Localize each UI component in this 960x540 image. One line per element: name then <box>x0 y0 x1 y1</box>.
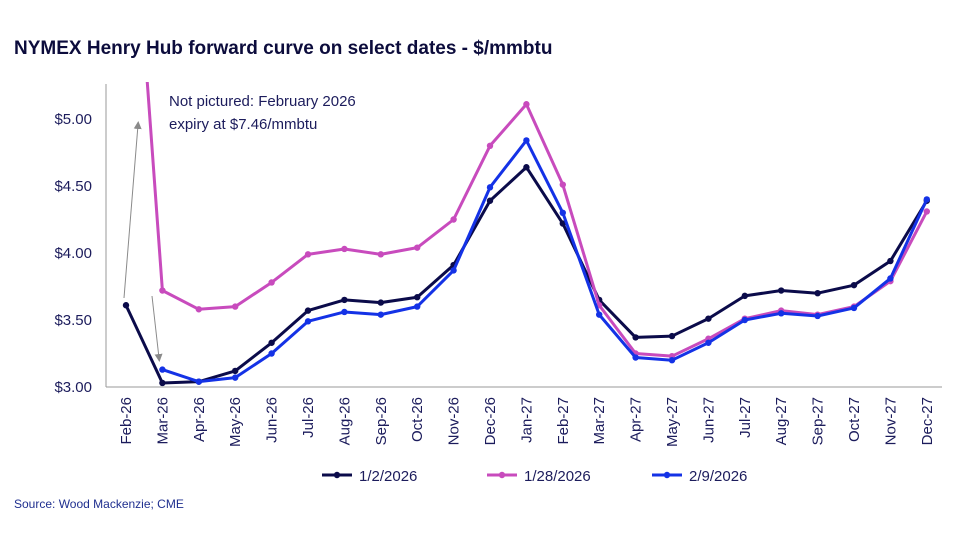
data-point <box>122 302 130 309</box>
y-tick-label: $4.50 <box>54 178 92 195</box>
data-point <box>195 306 202 313</box>
data-point <box>195 378 202 385</box>
x-tick-label: Dec-27 <box>919 397 936 445</box>
data-point <box>486 197 494 204</box>
data-point <box>450 216 457 223</box>
data-point <box>486 184 494 191</box>
data-point <box>159 379 166 387</box>
x-tick-label: Sep-27 <box>810 397 827 445</box>
data-point <box>414 294 421 301</box>
annotation-line-2: expiry at $7.46/mmbtu <box>169 116 317 133</box>
data-point <box>887 275 894 282</box>
series-line-2 <box>161 138 929 384</box>
data-point <box>304 307 312 314</box>
data-point <box>814 312 821 320</box>
annotation-line-1: Not pictured: February 2026 <box>169 93 356 110</box>
data-point <box>232 374 239 381</box>
series-line-1 <box>145 82 929 358</box>
data-point <box>559 220 566 227</box>
x-tick-label: Aug-27 <box>773 397 790 445</box>
data-point <box>341 308 348 316</box>
x-tick-label: Oct-27 <box>846 397 863 442</box>
data-point <box>632 334 639 341</box>
data-point <box>850 281 858 289</box>
x-tick-label: Mar-27 <box>591 397 608 445</box>
legend-swatch-marker <box>333 471 341 479</box>
data-point <box>668 357 676 364</box>
data-point <box>632 354 639 361</box>
x-tick-label: Dec-26 <box>482 397 499 445</box>
x-tick-label: Apr-26 <box>191 397 208 442</box>
x-tick-label: May-27 <box>664 397 681 447</box>
data-point <box>450 267 457 274</box>
x-tick-label: Nov-26 <box>446 397 463 445</box>
data-point <box>159 366 166 373</box>
x-tick-label: Feb-27 <box>555 397 572 445</box>
data-point <box>414 303 421 310</box>
x-tick-label: Jul-26 <box>300 397 317 438</box>
legend-label: 1/2/2026 <box>359 468 417 485</box>
x-tick-label: May-26 <box>227 397 244 447</box>
data-point <box>341 296 348 304</box>
data-point <box>814 290 821 297</box>
data-point <box>414 244 421 251</box>
data-point <box>778 310 785 317</box>
x-tick-label: Nov-27 <box>882 397 899 445</box>
legend-swatch-marker <box>498 471 506 479</box>
data-point <box>705 339 712 346</box>
data-point <box>850 304 858 312</box>
data-point <box>304 318 312 325</box>
data-point <box>923 196 930 203</box>
data-point <box>268 279 275 286</box>
data-point <box>923 208 930 215</box>
data-point <box>596 311 603 318</box>
y-tick-label: $3.00 <box>54 379 92 396</box>
x-tick-label: Jun-26 <box>264 397 281 443</box>
x-tick-label: Apr-27 <box>628 397 645 442</box>
y-tick-label: $4.00 <box>54 245 92 262</box>
data-point <box>159 287 166 294</box>
x-tick-label: Jun-27 <box>700 397 717 443</box>
legend-label: 2/9/2026 <box>689 468 747 485</box>
x-tick-label: Jul-27 <box>737 397 754 438</box>
x-tick-label: Sep-26 <box>373 397 390 445</box>
data-point <box>523 164 530 171</box>
legend-label: 1/28/2026 <box>524 468 591 485</box>
chart-title: NYMEX Henry Hub forward curve on select … <box>14 38 553 59</box>
data-point <box>486 142 494 149</box>
data-point <box>268 350 275 357</box>
data-point <box>232 303 239 310</box>
x-tick-label: Mar-26 <box>154 397 171 445</box>
data-point <box>741 292 748 300</box>
legend-swatch-marker <box>663 471 671 479</box>
data-point <box>523 101 530 108</box>
annotation-arrow-down <box>151 295 163 362</box>
data-point <box>559 181 566 188</box>
source-note: Source: Wood Mackenzie; CME <box>14 497 184 511</box>
data-point <box>341 245 348 253</box>
data-point <box>377 299 384 306</box>
data-point <box>559 209 566 216</box>
annotation-arrow-up <box>123 121 142 299</box>
data-point <box>232 367 239 375</box>
x-tick-label: Oct-26 <box>409 397 426 442</box>
x-tick-label: Jan-27 <box>518 397 535 443</box>
data-point <box>377 251 384 258</box>
y-tick-label: $3.50 <box>54 312 92 329</box>
data-point <box>887 257 894 265</box>
x-tick-label: Feb-26 <box>118 397 135 445</box>
y-tick-label: $5.00 <box>54 111 92 128</box>
x-tick-label: Aug-26 <box>336 397 353 445</box>
data-point <box>705 315 712 322</box>
data-point <box>741 316 748 324</box>
data-point <box>304 251 312 258</box>
series-line-0 <box>124 165 929 385</box>
data-point <box>668 332 676 340</box>
data-point <box>778 287 785 294</box>
data-point <box>377 311 384 318</box>
data-point <box>268 339 275 346</box>
data-point <box>523 137 530 144</box>
